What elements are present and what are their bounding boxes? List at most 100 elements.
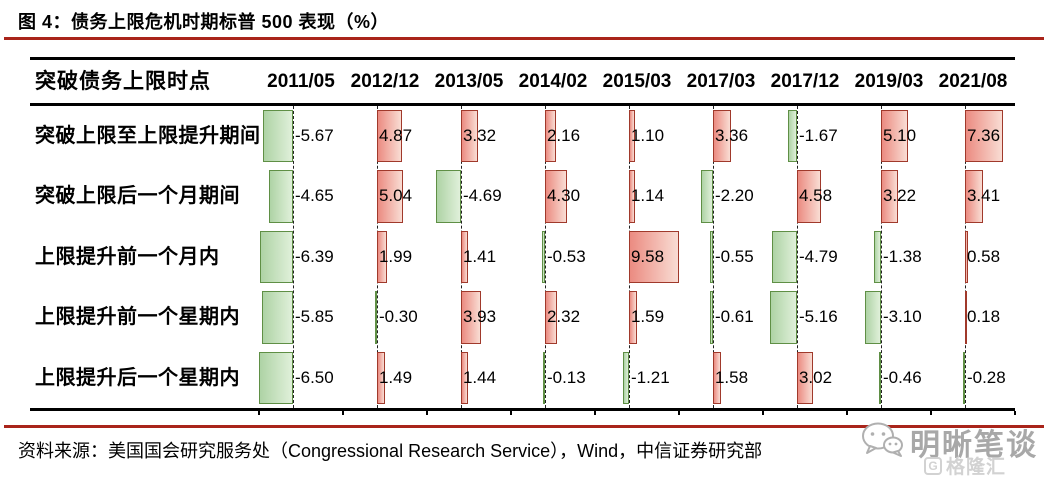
cell-value: 4.58 <box>798 186 833 206</box>
positive-data-bar <box>880 110 908 163</box>
cell-value: -5.16 <box>798 307 838 327</box>
gelonghui-text: 格隆汇 <box>946 457 1007 478</box>
cell-value: -1.67 <box>798 126 838 145</box>
watermark-gelonghui: G 格隆汇 <box>924 452 1006 479</box>
positive-data-bar <box>880 170 898 223</box>
cell-value: 0.18 <box>966 307 1001 327</box>
negative-data-bar <box>864 291 881 344</box>
cell-axis-line <box>796 106 798 408</box>
positive-data-bar <box>712 351 722 404</box>
cell-value: 1.49 <box>378 367 413 387</box>
negative-data-bar <box>878 351 881 404</box>
cell-value: -4.69 <box>462 186 502 206</box>
table-top-border <box>30 57 1015 60</box>
negative-data-bar <box>710 230 713 284</box>
row-label: 突破上限至上限提升期间 <box>35 125 261 147</box>
cell-value: -4.65 <box>294 186 334 206</box>
positive-data-bar <box>964 291 967 344</box>
column-header-2019-03: 2019/03 <box>854 71 924 92</box>
table-bottom-border <box>30 408 1015 411</box>
positive-data-bar <box>376 170 404 223</box>
cell-value: 1.14 <box>630 186 665 206</box>
positive-data-bar <box>460 351 469 404</box>
cell-value: -0.28 <box>966 367 1006 387</box>
positive-data-bar <box>964 110 1004 163</box>
axis-tick <box>426 411 428 415</box>
cell-value: 9.58 <box>630 246 665 266</box>
cell-value: -1.21 <box>630 367 670 387</box>
positive-data-bar <box>964 230 968 284</box>
column-header-2014-02: 2014/02 <box>518 71 588 92</box>
axis-tick <box>594 411 596 415</box>
axis-tick <box>342 411 344 415</box>
negative-data-bar <box>263 110 293 163</box>
cell-value: 2.16 <box>546 126 581 145</box>
column-header-2011-05: 2011/05 <box>267 71 335 92</box>
cell-value: 3.36 <box>714 126 749 145</box>
cell-value: 3.41 <box>966 186 1001 206</box>
cell-value: 3.32 <box>462 126 497 145</box>
column-header-2017-03: 2017/03 <box>686 71 756 92</box>
cell-axis-line <box>712 106 714 408</box>
cell-value: 1.10 <box>630 126 665 145</box>
cell-value: 0.58 <box>966 246 1001 266</box>
table-corner-header: 突破债务上限时点 <box>35 70 211 93</box>
cell-value: -2.20 <box>714 186 754 206</box>
cell-value: 1.59 <box>630 307 665 327</box>
negative-data-bar <box>436 170 461 223</box>
positive-data-bar <box>544 110 557 163</box>
negative-data-bar <box>259 351 293 404</box>
axis-tick <box>762 411 764 415</box>
positive-data-bar <box>628 170 635 223</box>
cell-value: 3.02 <box>798 367 833 387</box>
negative-data-bar <box>622 351 629 404</box>
cell-value: -6.50 <box>294 367 334 387</box>
negative-data-bar <box>771 230 797 284</box>
watermark-mingxibitan: 明晰笔谈 <box>860 420 1038 464</box>
cell-axis-line <box>292 106 294 408</box>
negative-data-bar <box>701 170 713 223</box>
column-header-2015-03: 2015/03 <box>602 71 672 92</box>
cell-value: -0.46 <box>882 367 922 387</box>
cell-axis-line <box>880 106 882 408</box>
cell-value: 1.44 <box>462 367 497 387</box>
cell-value: -0.53 <box>546 246 586 266</box>
column-header-2012-12: 2012/12 <box>350 71 420 92</box>
positive-data-bar <box>376 230 388 284</box>
cell-value: -3.10 <box>882 307 922 327</box>
positive-data-bar <box>796 351 813 404</box>
positive-data-bar <box>460 291 482 344</box>
cell-value: 1.58 <box>714 367 749 387</box>
cell-value: -0.61 <box>714 307 754 327</box>
cell-value: -5.67 <box>294 126 334 145</box>
axis-tick <box>258 411 260 415</box>
negative-data-bar <box>542 351 545 404</box>
positive-data-bar <box>796 170 821 223</box>
column-header-2021-08: 2021/08 <box>938 71 1008 92</box>
cell-value: 2.32 <box>546 307 581 327</box>
positive-data-bar <box>544 291 558 344</box>
negative-data-bar <box>542 230 545 284</box>
positive-data-bar <box>712 110 731 163</box>
table-header-border <box>30 103 1015 106</box>
axis-tick <box>678 411 680 415</box>
wechat-icon <box>860 421 904 464</box>
cell-value: -0.55 <box>714 246 754 266</box>
cell-value: 5.04 <box>378 186 413 206</box>
cell-axis-line <box>544 106 546 408</box>
column-header-2013-05: 2013/05 <box>434 71 504 92</box>
positive-data-bar <box>628 230 679 284</box>
cell-value: 3.93 <box>462 307 497 327</box>
cell-value: -6.39 <box>294 246 334 266</box>
positive-data-bar <box>376 351 385 404</box>
negative-data-bar <box>262 291 293 344</box>
figure-title: 图 4：债务上限危机时期标普 500 表现（%） <box>18 12 390 32</box>
positive-data-bar <box>964 170 983 223</box>
negative-data-bar <box>770 291 797 344</box>
positive-data-bar <box>544 170 568 223</box>
row-label: 上限提升前一个月内 <box>35 245 220 268</box>
cell-value: 1.41 <box>462 246 497 266</box>
positive-data-bar <box>460 230 469 284</box>
title-underline <box>4 37 1044 40</box>
